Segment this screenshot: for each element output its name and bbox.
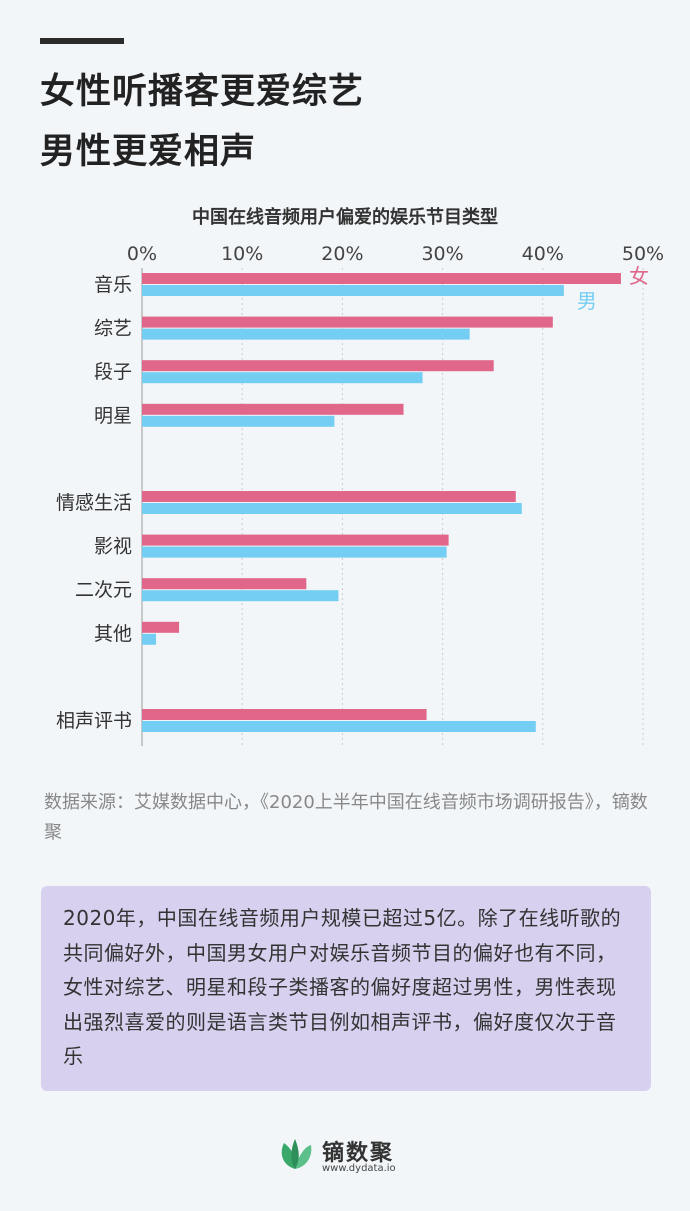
y-category-label: 二次元 [75,579,132,601]
x-tick-label: 0% [127,243,157,265]
y-category-label: 段子 [94,361,132,383]
y-category-label: 相声评书 [56,710,132,732]
logo-name: 镝数聚 [322,1141,395,1166]
page-title: 女性听播客更爱综艺 男性更爱相声 [40,62,364,182]
x-tick-label: 30% [421,243,463,265]
title-line-2: 男性更爱相声 [40,132,257,172]
bar-female [142,316,553,328]
logo-url: www.dydata.io [322,1163,396,1174]
bar-male [142,372,423,384]
y-category-label: 明星 [94,405,132,427]
summary-callout: 2020年，中国在线音频用户规模已超过5亿。除了在线听歌的共同偏好外，中国男女用… [41,886,651,1091]
x-tick-label: 10% [221,243,263,265]
bar-female [142,491,516,502]
bar-male [142,633,157,645]
bar-male [142,285,564,296]
x-tick-label: 20% [321,243,363,265]
bar-male [142,721,536,732]
legend-label-male: 男 [577,289,597,313]
bar-male [142,328,470,340]
title-line-1: 女性听播客更爱综艺 [40,72,365,112]
bar-female [142,273,621,284]
bar-chart: 中国在线音频用户偏爱的娱乐节目类型 0% 10% 20% 30% 40% 50% 音乐 女男综艺… [56,206,664,746]
leaf-logo-icon [281,1139,312,1169]
summary-text: 2020年，中国在线音频用户规模已超过5亿。除了在线听歌的共同偏好外，中国男女用… [63,906,622,1068]
bar-female [142,534,449,546]
title-accent-bar [40,38,124,44]
x-tick-label: 50% [622,243,664,265]
bar-female [142,621,180,633]
legend-label-female: 女 [629,264,649,288]
bar-male [142,503,522,514]
bar-female [142,403,404,415]
brand-logo: 镝数聚 www.dydata.io [276,1133,416,1179]
bar-female [142,578,307,590]
x-tick-label: 40% [522,243,564,265]
bar-female [142,709,427,720]
y-category-label: 影视 [94,536,132,558]
source-note: 数据来源：艾媒数据中心，《2020上半年中国在线音频市场调研报告》，镝数聚 [44,792,648,843]
y-category-label: 情感生活 [56,492,132,514]
bar-male [142,415,335,427]
chart-title: 中国在线音频用户偏爱的娱乐节目类型 [192,206,498,228]
bar-male [142,590,339,602]
bar-male [142,546,447,558]
y-category-label: 音乐 [94,274,132,296]
y-category-label: 其他 [94,623,132,645]
bar-female [142,360,494,372]
y-category-label: 综艺 [94,318,132,340]
